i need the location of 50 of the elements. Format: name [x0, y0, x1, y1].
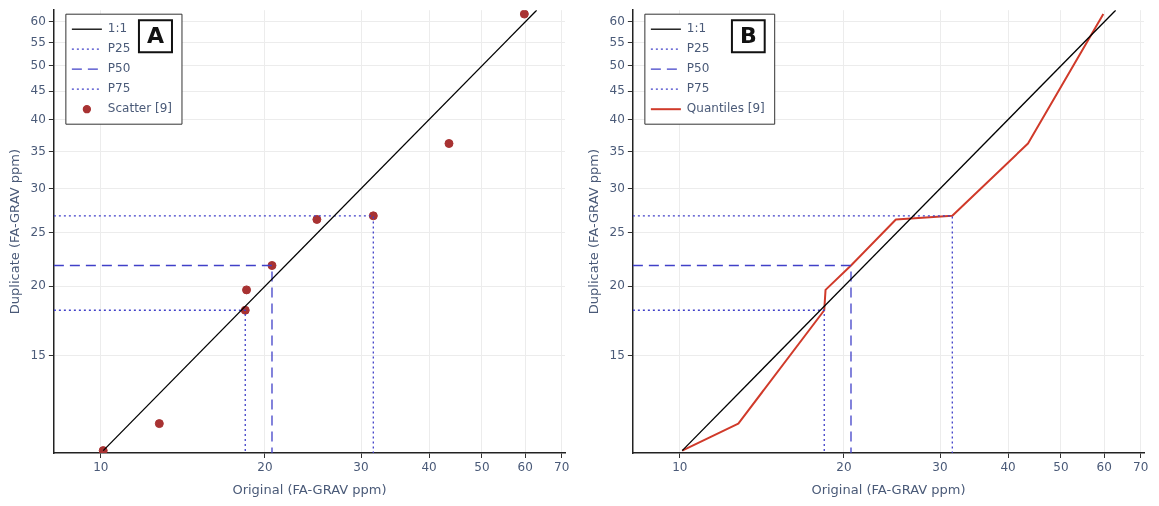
x-tick-label: 10	[672, 460, 688, 475]
x-tick-label: 30	[353, 460, 369, 475]
x-tick-label: 50	[474, 460, 490, 475]
x-axis-title: Original (FA-GRAV ppm)	[232, 481, 387, 497]
y-tick-label: 15	[30, 347, 46, 362]
x-tick-label: 60	[517, 460, 533, 475]
x-tick-label: 10	[93, 460, 109, 475]
y-tick-label: 20	[609, 278, 625, 293]
y-axis-title: Duplicate (FA-GRAV ppm)	[7, 149, 23, 315]
x-tick-label: 60	[1096, 460, 1112, 475]
legend-label: P50	[686, 61, 710, 76]
x-axis-title: Original (FA-GRAV ppm)	[811, 481, 966, 497]
legend-label: Quantiles [9]	[686, 101, 765, 116]
y-tick-label: 25	[30, 224, 46, 239]
x-tick-label: 40	[421, 460, 437, 475]
legend-label: Scatter [9]	[107, 101, 172, 116]
legend-label: 1:1	[107, 21, 128, 36]
legend-label: P75	[686, 81, 710, 96]
y-tick-label: 40	[609, 111, 625, 126]
y-tick-label: 40	[30, 111, 46, 126]
x-tick-label: 70	[554, 460, 570, 475]
x-tick-label: 50	[1053, 460, 1069, 475]
y-tick-label: 45	[30, 83, 46, 98]
y-tick-label: 30	[30, 180, 46, 195]
x-tick-label: 20	[257, 460, 273, 475]
y-tick-label: 20	[30, 278, 46, 293]
x-tick-label: 40	[1000, 460, 1016, 475]
y-tick-label: 35	[609, 143, 625, 158]
legend-label: P25	[686, 41, 710, 56]
y-tick-label: 60	[609, 14, 625, 29]
y-tick-label: 45	[609, 83, 625, 98]
y-tick-label: 50	[609, 57, 625, 72]
legend-label: 1:1	[686, 21, 707, 36]
x-tick-label: 70	[1133, 460, 1149, 475]
legend-label: P75	[107, 81, 131, 96]
annotation: B	[739, 22, 757, 48]
legend-label: P50	[107, 61, 131, 76]
x-tick-label: 20	[836, 460, 852, 475]
y-tick-label: 15	[609, 347, 625, 362]
x-tick-label: 30	[932, 460, 948, 475]
y-tick-label: 30	[609, 180, 625, 195]
y-tick-label: 35	[30, 143, 46, 158]
y-tick-label: 25	[609, 224, 625, 239]
y-tick-label: 55	[30, 35, 46, 49]
y-tick-label: 55	[609, 35, 625, 49]
y-tick-label: 60	[30, 14, 46, 29]
y-axis-title: Duplicate (FA-GRAV ppm)	[586, 149, 602, 315]
y-tick-label: 50	[30, 57, 46, 72]
annotation: A	[146, 22, 164, 48]
legend-label: P25	[107, 41, 131, 56]
